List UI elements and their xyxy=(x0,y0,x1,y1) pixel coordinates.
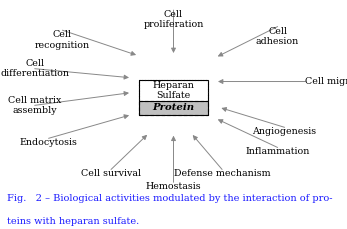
Text: Endocytosis: Endocytosis xyxy=(20,138,77,147)
Bar xyxy=(139,80,208,101)
Text: Cell
adhesion: Cell adhesion xyxy=(256,27,299,46)
Text: Cell migration: Cell migration xyxy=(305,77,347,86)
Text: Cell
recognition: Cell recognition xyxy=(35,30,90,50)
Text: Cell
differentiation: Cell differentiation xyxy=(0,59,69,78)
Text: Fig.   2 – Biological activities modulated by the interaction of pro-: Fig. 2 – Biological activities modulated… xyxy=(7,194,332,203)
Bar xyxy=(139,80,208,114)
Text: Heparan
Sulfate: Heparan Sulfate xyxy=(153,81,194,100)
Text: Inflammation: Inflammation xyxy=(245,147,310,156)
Text: Cell matrix
assembly: Cell matrix assembly xyxy=(8,96,61,115)
Text: Protein: Protein xyxy=(152,103,195,112)
Text: Hemostasis: Hemostasis xyxy=(146,182,201,191)
Text: Cell
proliferation: Cell proliferation xyxy=(143,10,204,30)
Text: Defense mechanism: Defense mechanism xyxy=(174,169,270,178)
Text: Angiogenesis: Angiogenesis xyxy=(253,127,316,136)
Bar xyxy=(139,80,208,101)
Text: teins with heparan sulfate.: teins with heparan sulfate. xyxy=(7,217,139,226)
Bar xyxy=(139,101,208,114)
Text: Cell survival: Cell survival xyxy=(81,169,141,178)
